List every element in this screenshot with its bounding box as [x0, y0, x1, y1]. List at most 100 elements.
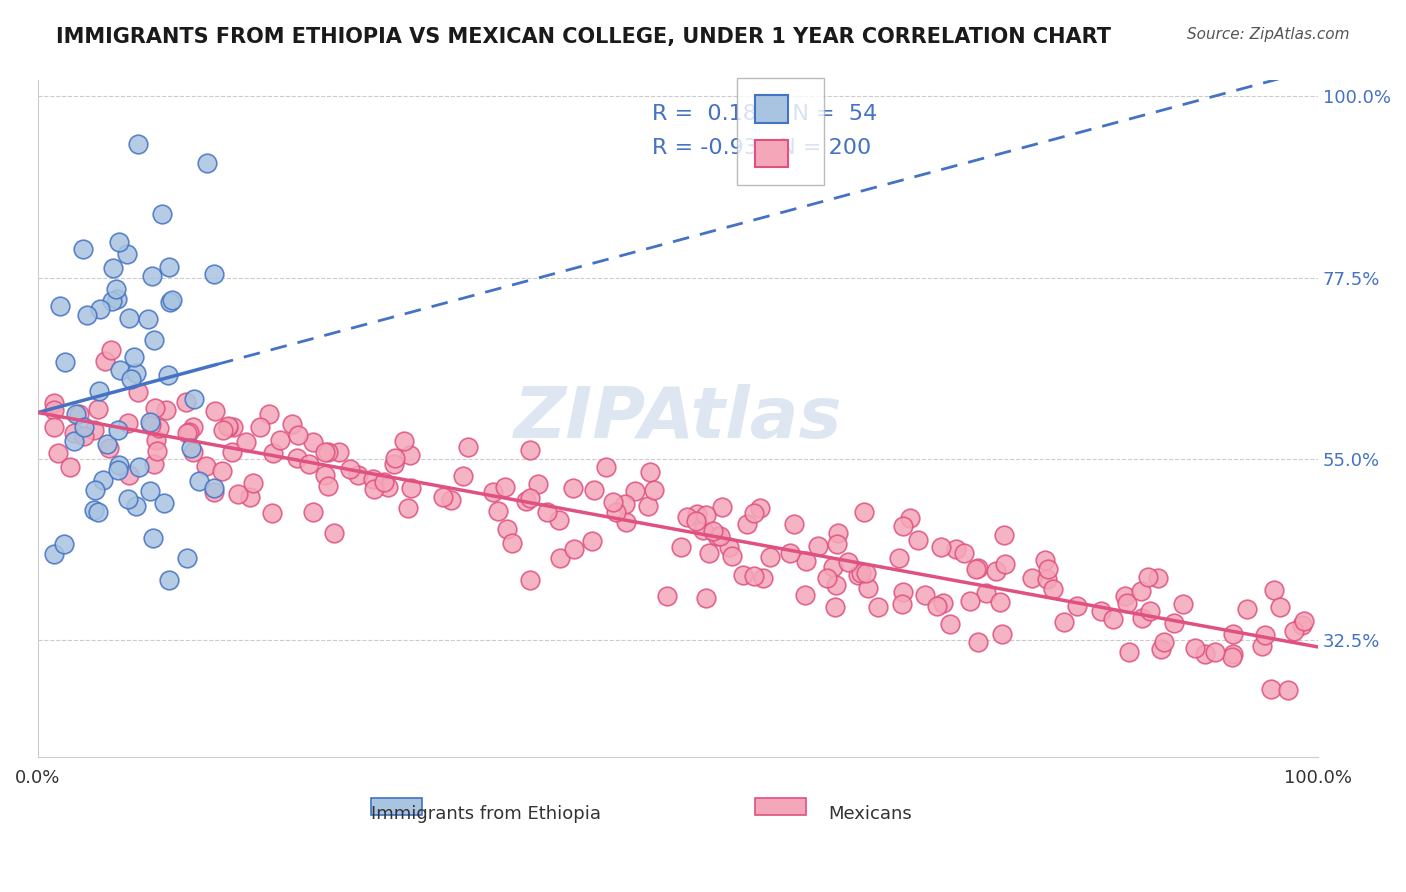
Point	[249, 420, 271, 434]
Point	[561, 482, 583, 496]
Point	[638, 465, 661, 479]
Text: ZIPAtlas: ZIPAtlas	[513, 384, 842, 453]
Point	[157, 260, 180, 275]
Point	[63, 434, 86, 449]
Point	[42, 403, 65, 417]
Point	[440, 492, 463, 507]
Point	[217, 419, 239, 434]
Point	[1090, 603, 1112, 617]
Text: IMMIGRANTS FROM ETHIOPIA VS MEXICAN COLLEGE, UNDER 1 YEAR CORRELATION CHART: IMMIGRANTS FROM ETHIOPIA VS MEXICAN COLL…	[56, 27, 1111, 46]
Point	[1102, 612, 1125, 626]
Point	[637, 499, 659, 513]
Point	[984, 564, 1007, 578]
Point	[314, 467, 336, 482]
Point	[914, 588, 936, 602]
Point	[1277, 682, 1299, 697]
Point	[67, 407, 90, 421]
Point	[42, 420, 65, 434]
Point	[302, 435, 325, 450]
Point	[108, 458, 131, 473]
Point	[779, 546, 801, 560]
Point	[235, 435, 257, 450]
Point	[176, 426, 198, 441]
Point	[1137, 570, 1160, 584]
Point	[676, 510, 699, 524]
Point	[827, 526, 849, 541]
Point	[614, 515, 637, 529]
Point	[759, 549, 782, 564]
Point	[195, 156, 218, 170]
FancyBboxPatch shape	[755, 798, 806, 815]
Point	[183, 392, 205, 406]
Point	[1184, 640, 1206, 655]
Point	[794, 588, 817, 602]
Point	[548, 513, 571, 527]
Point	[853, 505, 876, 519]
Point	[562, 541, 585, 556]
Point	[202, 485, 225, 500]
Point	[752, 571, 775, 585]
Point	[100, 343, 122, 357]
Point	[1042, 582, 1064, 597]
Point	[731, 567, 754, 582]
Point	[994, 557, 1017, 571]
Point	[94, 354, 117, 368]
Point	[624, 483, 647, 498]
Point	[614, 497, 637, 511]
Text: Mexicans: Mexicans	[828, 805, 912, 822]
Point	[59, 460, 82, 475]
Point	[117, 417, 139, 431]
Point	[298, 457, 321, 471]
Point	[138, 483, 160, 498]
Point	[602, 495, 624, 509]
Point	[257, 408, 280, 422]
Point	[83, 502, 105, 516]
Point	[967, 634, 990, 648]
Point	[1066, 599, 1088, 613]
Point	[105, 292, 128, 306]
Point	[742, 506, 765, 520]
Point	[143, 401, 166, 416]
Point	[1260, 682, 1282, 697]
Point	[1204, 645, 1226, 659]
Point	[217, 418, 239, 433]
Point	[959, 594, 981, 608]
Point	[222, 420, 245, 434]
Text: R = -0.93   N = 200: R = -0.93 N = 200	[652, 137, 872, 158]
Legend: , : ,	[737, 78, 824, 186]
Point	[373, 475, 395, 489]
Point	[856, 582, 879, 596]
FancyBboxPatch shape	[371, 798, 422, 815]
Point	[825, 537, 848, 551]
Point	[794, 554, 817, 568]
Point	[262, 445, 284, 459]
Point	[347, 467, 370, 482]
Point	[363, 472, 385, 486]
Point	[118, 311, 141, 326]
Point	[824, 599, 846, 614]
Point	[187, 474, 209, 488]
Point	[893, 519, 915, 533]
Point	[142, 457, 165, 471]
Point	[1171, 598, 1194, 612]
Point	[53, 355, 76, 369]
Point	[83, 423, 105, 437]
Point	[695, 591, 717, 605]
Point	[891, 585, 914, 599]
Point	[451, 469, 474, 483]
Point	[157, 368, 180, 383]
Point	[1053, 615, 1076, 630]
Point	[148, 421, 170, 435]
Point	[932, 596, 955, 610]
Point	[155, 403, 177, 417]
Point	[851, 566, 873, 580]
Point	[153, 496, 176, 510]
Point	[83, 483, 105, 497]
Point	[891, 597, 914, 611]
Point	[281, 417, 304, 431]
Point	[127, 385, 149, 400]
Point	[145, 434, 167, 448]
Point	[1263, 583, 1285, 598]
Point	[384, 451, 406, 466]
Point	[226, 487, 249, 501]
